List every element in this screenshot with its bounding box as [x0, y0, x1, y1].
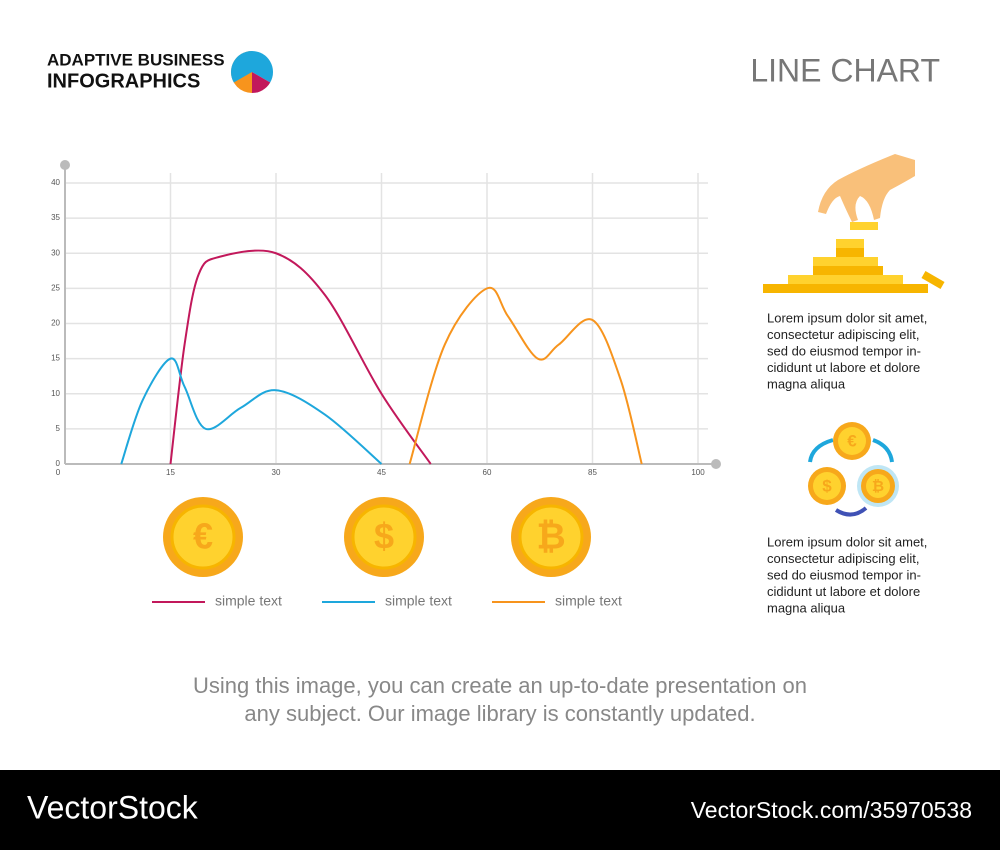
coin-symbol: $: [374, 516, 394, 557]
paragraph-line: magna aliqua: [767, 600, 846, 615]
x-tick-label: 100: [691, 468, 705, 477]
side-text: Lorem ipsum dolor sit amet, consectetur a…: [767, 310, 927, 615]
x-tick-label: 60: [483, 468, 492, 477]
y-tick-label: 10: [51, 389, 60, 398]
series-line: [408, 286, 643, 465]
coin-symbol: ₿: [872, 478, 884, 495]
axis-end: [711, 459, 721, 469]
coin-symbol: ₿: [536, 516, 565, 557]
paragraph-line: sed do eiusmod tempor in-: [767, 343, 921, 358]
series-line: [120, 357, 383, 465]
page-title: LINE CHART: [750, 52, 940, 88]
y-tick-label: 25: [51, 283, 60, 292]
x-tick-label: 85: [588, 468, 597, 477]
coin-symbol: €: [193, 516, 213, 557]
y-tick-label: 5: [56, 424, 61, 433]
x-tick-label: 45: [377, 468, 386, 477]
coin-stack-icon: [763, 154, 945, 293]
paragraph-line: Lorem ipsum dolor sit amet,: [767, 534, 927, 549]
series-line: [169, 249, 432, 465]
legend-label: simple text: [555, 593, 622, 609]
coin-symbol: $: [822, 476, 832, 495]
paragraph-line: cididunt ut labore et dolore: [767, 584, 920, 599]
y-tick-label: 0: [56, 459, 61, 468]
caption-line: Using this image, you can create an up-t…: [193, 673, 807, 698]
line-chart: 0 5 10 15 20 25 30 35 40 0 15 30 45 60 85 100 simple tex…: [51, 160, 721, 609]
paragraph-line: Lorem ipsum dolor sit amet,: [767, 310, 927, 325]
logo: [230, 50, 274, 94]
footer-bar: [0, 770, 1000, 850]
paragraph-line: magna aliqua: [767, 376, 846, 391]
axis-end: [60, 160, 70, 170]
legend-label: simple text: [215, 593, 282, 609]
y-tick-label: 35: [51, 213, 60, 222]
paragraph-line: consectetur adipiscing elit,: [767, 551, 919, 566]
x-tick-label: 15: [166, 468, 175, 477]
y-tick-label: 40: [51, 178, 60, 187]
y-tick-label: 20: [51, 319, 60, 328]
footer-id: VectorStock.com/35970538: [691, 797, 972, 823]
coin-icons: € $ ₿: [163, 497, 591, 577]
x-tick-label: 30: [272, 468, 281, 477]
exchange-icon: € $ ₿: [808, 422, 899, 517]
paragraph-line: cididunt ut labore et dolore: [767, 360, 920, 375]
legend-label: simple text: [385, 593, 452, 609]
brand-line: INFOGRAPHICS: [47, 70, 200, 92]
coin-symbol: €: [847, 431, 857, 450]
footer-brand: VectorStock: [27, 789, 199, 825]
brand-line: ADAPTIVE BUSINESS: [47, 50, 225, 69]
y-tick-label: 15: [51, 354, 60, 363]
paragraph-line: consectetur adipiscing elit,: [767, 327, 919, 342]
paragraph-line: sed do eiusmod tempor in-: [767, 567, 921, 582]
caption-line: any subject. Our image library is consta…: [244, 701, 755, 726]
y-tick-label: 30: [51, 248, 60, 257]
x-tick-label: 0: [56, 468, 61, 477]
